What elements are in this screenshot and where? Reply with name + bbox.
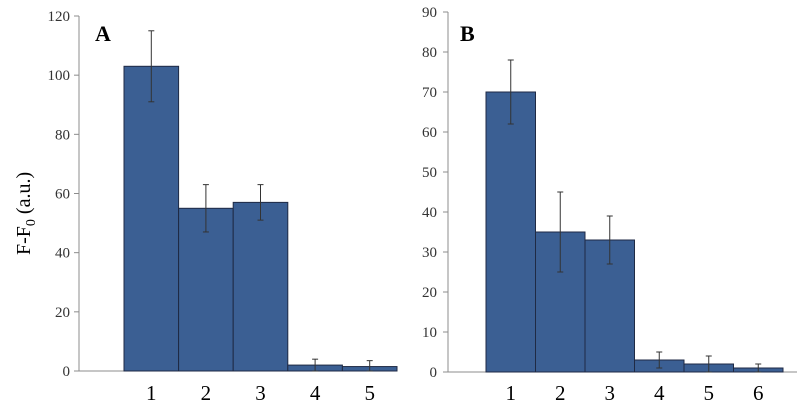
panel-b-y-tick-label: 40 bbox=[422, 205, 437, 221]
panel-b-label: B bbox=[460, 21, 475, 46]
panel-b-y-tick-label: 0 bbox=[430, 365, 438, 381]
panel-b-y-tick-label: 30 bbox=[422, 245, 437, 261]
panel-b-x-tick-label: 3 bbox=[605, 381, 616, 405]
panel-b-x-tick-label: 1 bbox=[506, 381, 517, 405]
panel-b-x-tick-label: 5 bbox=[704, 381, 715, 405]
panel-b-y-tick-label: 80 bbox=[422, 45, 437, 61]
panel-a-y-tick-label: 60 bbox=[55, 187, 70, 203]
panel-a-y-tick-label: 0 bbox=[63, 364, 71, 380]
panel-a-x-tick-label: 5 bbox=[364, 381, 375, 405]
panel-b-x-tick-label: 4 bbox=[654, 381, 665, 405]
panel-b-y-tick-label: 20 bbox=[422, 285, 437, 301]
panel-a-x-tick-label: 1 bbox=[146, 381, 157, 405]
panel-a-y-tick-label: 40 bbox=[55, 246, 70, 262]
panel-b-y-tick-label: 60 bbox=[422, 125, 437, 141]
panel-b-y-tick-label: 90 bbox=[422, 5, 437, 21]
y-axis-label: F-F0 (a.u.) bbox=[13, 172, 39, 255]
panel-b: B 0 10 20 30 40 50 60 70 80 90 1 2 3 4 5 6 bbox=[422, 5, 797, 405]
panel-b-x-tick-label: 6 bbox=[753, 381, 764, 405]
panel-a-y-tick-label: 120 bbox=[48, 9, 71, 25]
panel-b-y-tick-label: 50 bbox=[422, 165, 437, 181]
panel-a-bar-3 bbox=[232, 201, 289, 372]
panel-b-bar-1 bbox=[485, 91, 536, 373]
panel-b-y-tick-label: 10 bbox=[422, 325, 437, 341]
panel-b-y-tick-label: 70 bbox=[422, 85, 437, 101]
panel-a-y-tick-label: 20 bbox=[55, 305, 70, 321]
panel-a-y-tick-label: 100 bbox=[48, 68, 71, 84]
panel-a-y-tick-label: 80 bbox=[55, 127, 70, 143]
panel-a-bar-2 bbox=[178, 207, 234, 372]
panel-a-x-tick-label: 2 bbox=[201, 381, 212, 405]
panel-a: A F-F0 (a.u.) 0 20 40 60 80 100 120 1 2 3 4 5 bbox=[13, 9, 398, 405]
panel-a-label: A bbox=[95, 21, 111, 46]
panel-a-x-tick-label: 4 bbox=[310, 381, 321, 405]
panel-a-x-tick-label: 3 bbox=[255, 381, 266, 405]
panel-a-bar-1 bbox=[123, 65, 180, 372]
panel-b-x-tick-label: 2 bbox=[555, 381, 566, 405]
